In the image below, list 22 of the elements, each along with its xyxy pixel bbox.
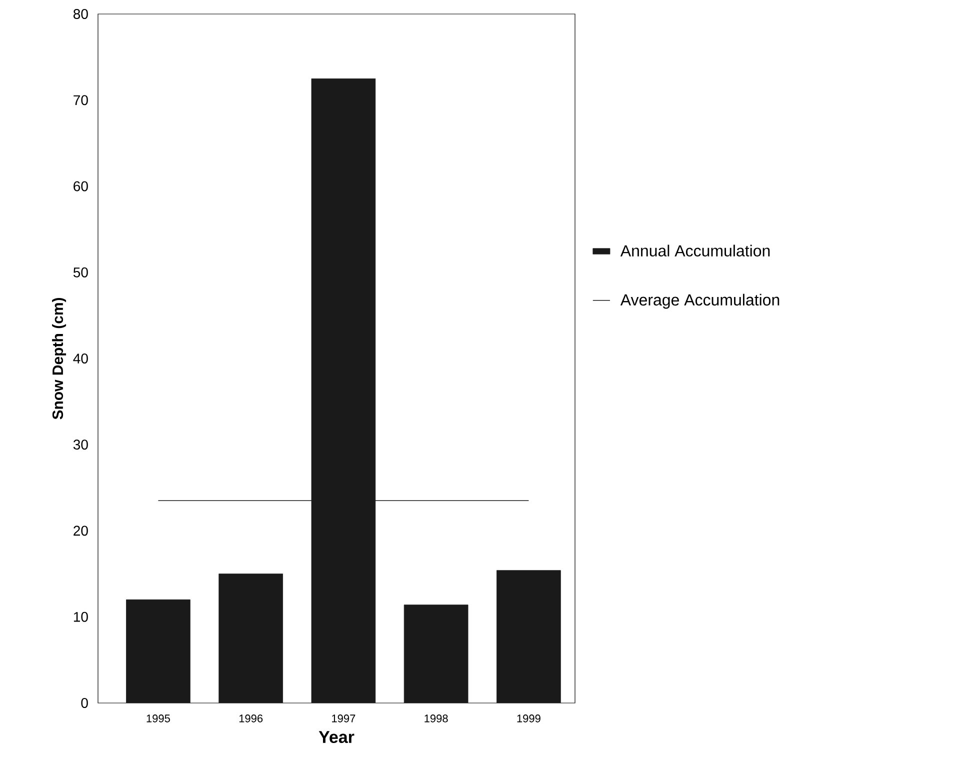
y-tick-label: 10: [74, 612, 88, 622]
bar: [218, 574, 283, 703]
legend-label: Annual Accumulation: [620, 244, 770, 256]
y-tick-label: 80: [74, 9, 88, 19]
y-tick-label: 30: [73, 440, 88, 450]
y-tick-label: 50: [73, 267, 88, 278]
x-tick-label: 1998: [424, 714, 448, 722]
bar: [496, 570, 561, 703]
y-tick-label: 60: [74, 181, 88, 192]
x-tick-label: 1996: [239, 714, 263, 722]
x-tick-label: 1997: [332, 714, 356, 722]
y-tick-label: 40: [73, 354, 88, 364]
x-tick-label: 1995: [146, 714, 170, 722]
y-axis-title: Snow Depth (cm): [52, 298, 66, 420]
x-axis-title: Year: [318, 731, 354, 744]
bar: [126, 599, 190, 703]
legend-label: Average Accumulation: [620, 294, 780, 309]
y-tick-label: 0: [81, 698, 88, 708]
bar: [404, 604, 468, 703]
y-tick-label: 20: [74, 526, 88, 536]
x-tick-label: 1999: [517, 714, 540, 722]
y-tick-label: 70: [74, 95, 88, 106]
